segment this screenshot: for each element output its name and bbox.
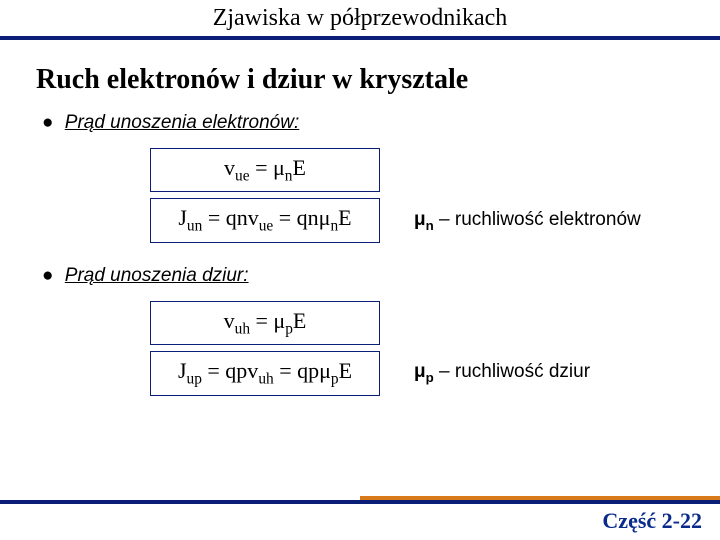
equation-row-1a: vue = μnE <box>150 148 720 192</box>
equation-row-2a: vuh = μpE <box>150 301 720 345</box>
equation-vue: vue = μnE <box>150 148 380 192</box>
section-heading: Ruch elektronów i dziur w krysztale <box>36 64 720 96</box>
bullet-electrons: ● Prąd unoszenia elektronów: <box>42 112 720 134</box>
slide: Zjawiska w półprzewodnikach Ruch elektro… <box>0 0 720 540</box>
bullet-dot-icon: ● <box>42 265 53 286</box>
equation-jup: Jup = qpvuh = qpμpE <box>150 351 380 395</box>
bullet-holes-text: Prąd unoszenia dziur: <box>65 265 249 286</box>
equation-vuh: vuh = μpE <box>150 301 380 345</box>
annotation-mu-p: μp – ruchliwość dziur <box>414 361 590 385</box>
bullet-electrons-text: Prąd unoszenia elektronów: <box>65 112 299 133</box>
equation-row-1b: Jun = qnvue = qnμnE μn – ruchliwość elek… <box>150 198 720 242</box>
annotation-mu-n: μn – ruchliwość elektronów <box>414 209 641 233</box>
footer-bar: Część 2-22 <box>0 500 720 540</box>
bullet-holes: ● Prąd unoszenia dziur: <box>42 265 720 287</box>
title-bar: Zjawiska w półprzewodnikach <box>0 0 720 40</box>
slide-title: Zjawiska w półprzewodnikach <box>213 5 508 32</box>
equation-row-2b: Jup = qpvuh = qpμpE μp – ruchliwość dziu… <box>150 351 720 395</box>
bullet-dot-icon: ● <box>42 112 53 133</box>
part-number: Część 2-22 <box>602 508 702 534</box>
equation-jun: Jun = qnvue = qnμnE <box>150 198 380 242</box>
